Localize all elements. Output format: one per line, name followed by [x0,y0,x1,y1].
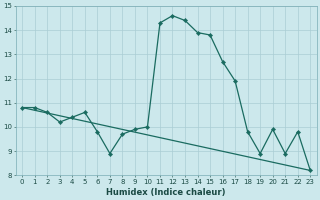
X-axis label: Humidex (Indice chaleur): Humidex (Indice chaleur) [107,188,226,197]
